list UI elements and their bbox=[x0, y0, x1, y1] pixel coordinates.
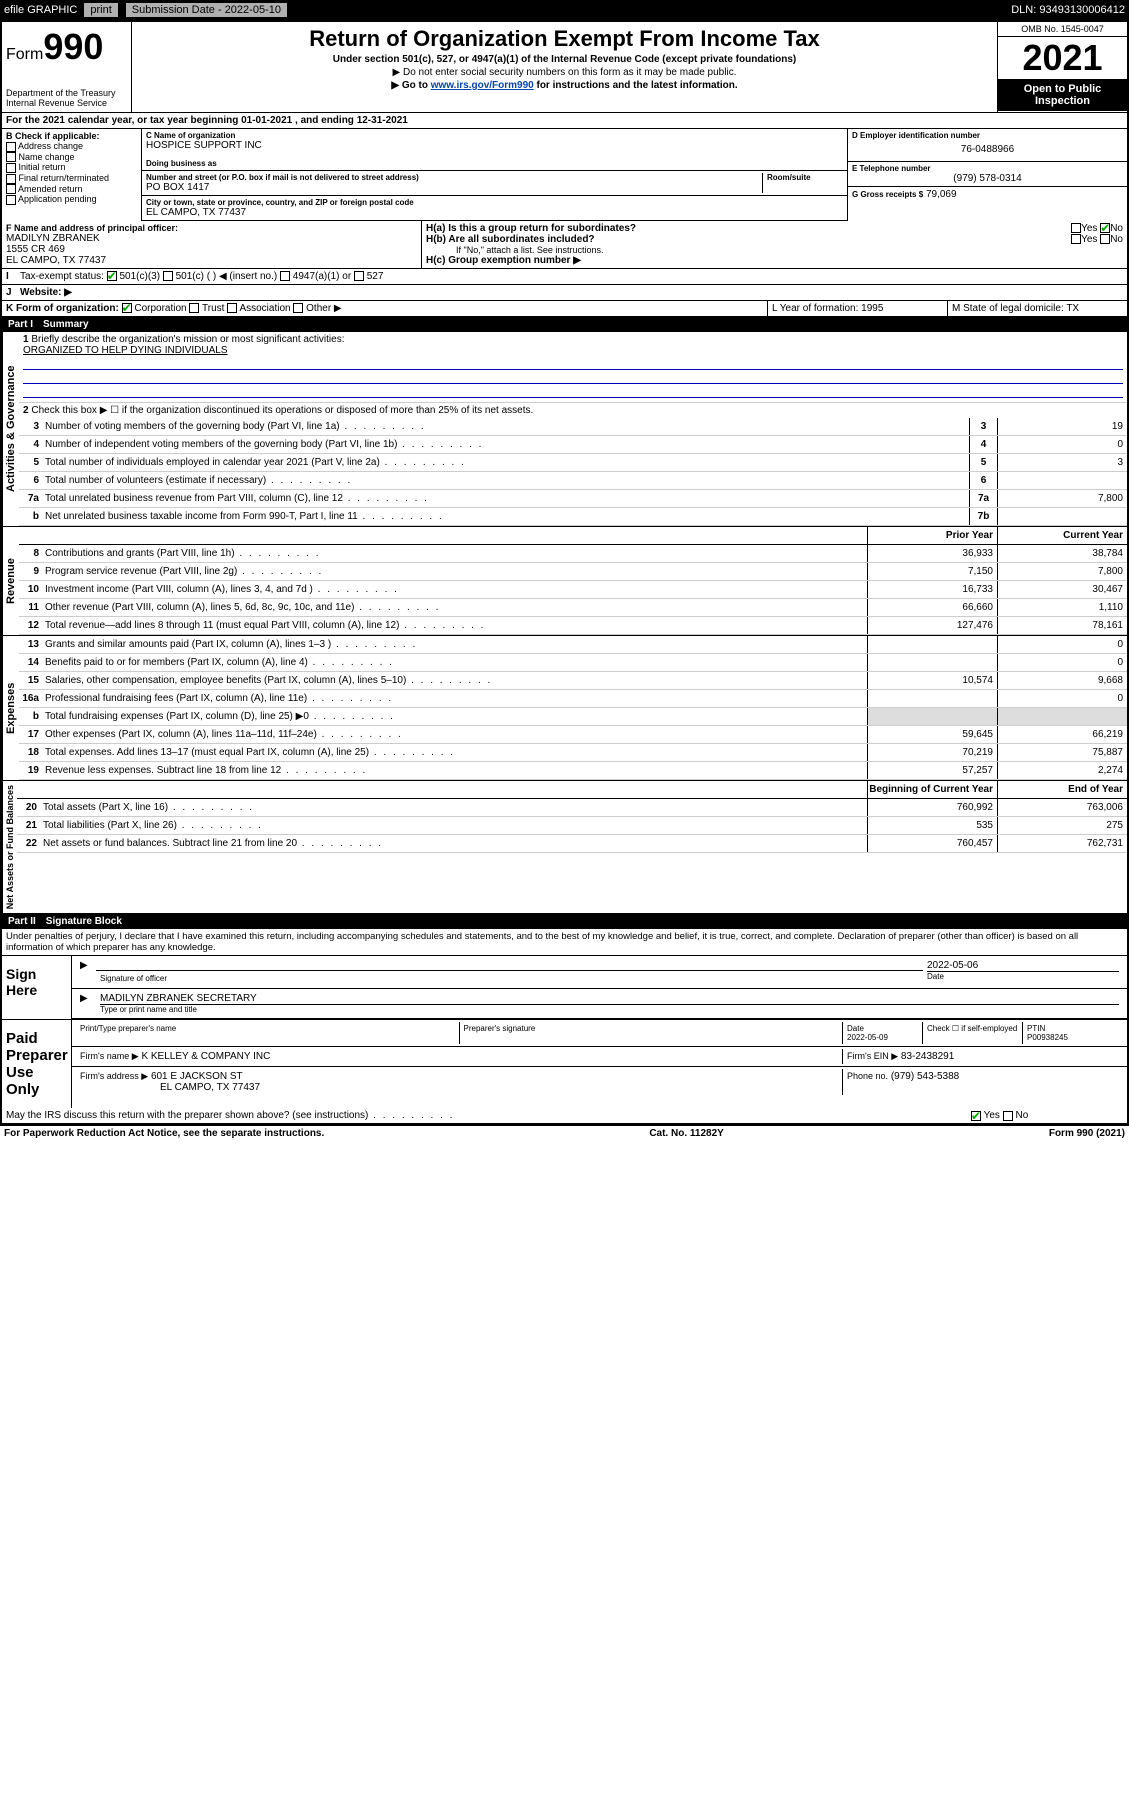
section-b: B Check if applicable: Address change Na… bbox=[2, 129, 142, 221]
note2-pre: ▶ Go to bbox=[391, 80, 430, 91]
part2-header: Part II Signature Block bbox=[2, 914, 1127, 929]
state-domicile: M State of legal domicile: TX bbox=[947, 301, 1127, 316]
preparer-label: Paid Preparer Use Only bbox=[2, 1020, 72, 1108]
irs-label: Internal Revenue Service bbox=[6, 98, 127, 108]
org-name-label: C Name of organization bbox=[146, 131, 843, 140]
net-tab: Net Assets or Fund Balances bbox=[2, 781, 17, 913]
h-note: If "No," attach a list. See instructions… bbox=[426, 245, 1123, 255]
ein-label: D Employer identification number bbox=[852, 131, 1123, 140]
officer-addr1: 1555 CR 469 bbox=[6, 244, 417, 255]
form-subtitle: Under section 501(c), 527, or 4947(a)(1)… bbox=[136, 54, 993, 65]
hb-label: H(b) Are all subordinates included? bbox=[426, 234, 595, 245]
officer-label: F Name and address of principal officer: bbox=[6, 223, 417, 233]
form-footer: Form 990 (2021) bbox=[1049, 1128, 1125, 1139]
sign-here-label: Sign Here bbox=[2, 956, 72, 1019]
period-line: For the 2021 calendar year, or tax year … bbox=[2, 113, 412, 128]
city-label: City or town, state or province, country… bbox=[146, 198, 843, 207]
ptin: P00938245 bbox=[1027, 1033, 1068, 1042]
receipts-value: 79,069 bbox=[926, 189, 957, 200]
street-label: Number and street (or P.O. box if mail i… bbox=[146, 173, 758, 182]
form990-link[interactable]: www.irs.gov/Form990 bbox=[431, 80, 534, 91]
address-change-check[interactable] bbox=[6, 142, 16, 152]
officer-addr2: EL CAMPO, TX 77437 bbox=[6, 255, 417, 266]
city-value: EL CAMPO, TX 77437 bbox=[146, 207, 843, 218]
print-button[interactable]: print bbox=[83, 2, 118, 18]
discuss-no-check[interactable] bbox=[1003, 1111, 1013, 1121]
phone-value: (979) 578-0314 bbox=[852, 173, 1123, 184]
sig-date: 2022-05-06 bbox=[927, 960, 1119, 971]
beg-year-header: Beginning of Current Year bbox=[867, 781, 997, 798]
paperwork-notice: For Paperwork Reduction Act Notice, see … bbox=[4, 1128, 324, 1139]
dln-label: DLN: 93493130006412 bbox=[1011, 4, 1125, 16]
discuss-label: May the IRS discuss this return with the… bbox=[2, 1108, 967, 1123]
cat-number: Cat. No. 11282Y bbox=[649, 1128, 723, 1139]
firm-ein: 83-2438291 bbox=[901, 1051, 954, 1062]
submission-date: Submission Date - 2022-05-10 bbox=[125, 2, 288, 18]
sig-date-label: Date bbox=[927, 971, 1119, 981]
room-label: Room/suite bbox=[767, 173, 843, 182]
tax-year: 2021 bbox=[998, 37, 1127, 79]
mission-text: ORGANIZED TO HELP DYING INDIVIDUALS bbox=[23, 345, 228, 356]
501c3-check[interactable] bbox=[107, 271, 117, 281]
exp-tab: Expenses bbox=[2, 636, 19, 780]
dba-label: Doing business as bbox=[146, 159, 843, 168]
form-number: 990 bbox=[43, 26, 103, 67]
amended-return-check[interactable] bbox=[6, 184, 16, 194]
end-year-header: End of Year bbox=[997, 781, 1127, 798]
dept-label: Department of the Treasury bbox=[6, 88, 127, 98]
phone-label: E Telephone number bbox=[852, 164, 1123, 173]
officer-name: MADILYN ZBRANEK bbox=[6, 233, 417, 244]
line2-label: Check this box ▶ ☐ if the organization d… bbox=[31, 405, 533, 416]
current-year-header: Current Year bbox=[997, 527, 1127, 544]
gov-tab: Activities & Governance bbox=[2, 332, 19, 526]
street-value: PO BOX 1417 bbox=[146, 182, 758, 193]
website-label: Website: ▶ bbox=[16, 285, 76, 300]
form-header: Form990 Department of the Treasury Inter… bbox=[2, 22, 1127, 113]
section-b-header: B Check if applicable: bbox=[6, 131, 137, 141]
hc-label: H(c) Group exemption number ▶ bbox=[426, 255, 581, 266]
ha-label: H(a) Is this a group return for subordin… bbox=[426, 223, 636, 234]
name-change-check[interactable] bbox=[6, 152, 16, 162]
discuss-yes-check[interactable] bbox=[971, 1111, 981, 1121]
rev-tab: Revenue bbox=[2, 527, 19, 635]
org-name: HOSPICE SUPPORT INC bbox=[146, 140, 843, 151]
preparer-phone: (979) 543-5388 bbox=[891, 1071, 959, 1082]
note2-post: for instructions and the latest informat… bbox=[534, 80, 738, 91]
form-org-label: K Form of organization: bbox=[6, 303, 119, 314]
year-formation: L Year of formation: 1995 bbox=[767, 301, 947, 316]
efile-label: efile GRAPHIC bbox=[4, 4, 77, 16]
initial-return-check[interactable] bbox=[6, 163, 16, 173]
sig-officer-label: Signature of officer bbox=[100, 974, 167, 983]
ein-value: 76-0488966 bbox=[852, 140, 1123, 159]
form-title: Return of Organization Exempt From Incom… bbox=[136, 26, 993, 52]
receipts-label: G Gross receipts $ bbox=[852, 190, 923, 199]
tax-status-label: Tax-exempt status: bbox=[20, 271, 104, 282]
firm-addr: 601 E JACKSON ST bbox=[151, 1071, 243, 1082]
note1: ▶ Do not enter social security numbers o… bbox=[136, 67, 993, 78]
top-bar: efile GRAPHIC print Submission Date - 20… bbox=[0, 0, 1129, 20]
omb-number: OMB No. 1545-0047 bbox=[998, 22, 1127, 37]
part1-header: Part I Summary bbox=[2, 317, 1127, 332]
prior-year-header: Prior Year bbox=[867, 527, 997, 544]
sig-name: MADILYN ZBRANEK SECRETARY bbox=[100, 993, 1119, 1004]
sig-name-label: Type or print name and title bbox=[100, 1004, 1119, 1014]
inspection-label: Open to Public Inspection bbox=[998, 79, 1127, 111]
form-label: Form bbox=[6, 46, 43, 63]
penalty-text: Under penalties of perjury, I declare th… bbox=[2, 929, 1127, 955]
application-pending-check[interactable] bbox=[6, 195, 16, 205]
line1-label: Briefly describe the organization's miss… bbox=[31, 334, 344, 345]
corp-check[interactable] bbox=[122, 303, 132, 313]
firm-name: K KELLEY & COMPANY INC bbox=[141, 1051, 270, 1062]
final-return-check[interactable] bbox=[6, 174, 16, 184]
